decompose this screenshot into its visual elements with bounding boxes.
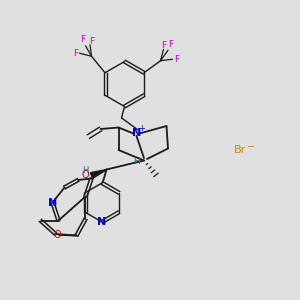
Text: O: O [54, 230, 61, 240]
Polygon shape [90, 169, 106, 178]
Text: Br: Br [234, 145, 246, 155]
Text: N: N [98, 217, 106, 227]
Text: N: N [48, 197, 57, 208]
Text: N: N [132, 128, 141, 139]
Text: O: O [82, 170, 89, 180]
Text: F: F [168, 40, 173, 49]
Text: H: H [82, 166, 89, 175]
Text: F: F [174, 55, 179, 64]
Text: F: F [89, 37, 94, 46]
Text: F: F [161, 41, 166, 50]
Text: F: F [74, 49, 79, 58]
Text: +: + [139, 124, 145, 133]
Text: F: F [80, 35, 85, 44]
Text: −: − [247, 142, 256, 152]
Text: H: H [133, 158, 140, 166]
